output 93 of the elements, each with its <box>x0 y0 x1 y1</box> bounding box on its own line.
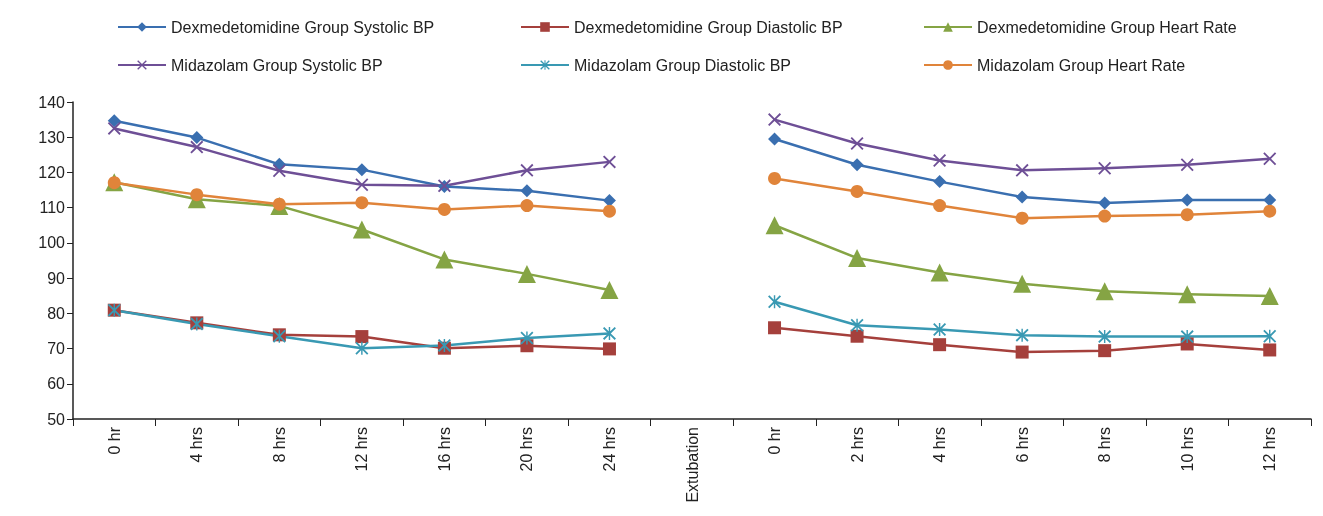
point <box>933 199 947 213</box>
x-tick-label: 12 hrs <box>353 427 371 472</box>
point <box>1015 328 1029 342</box>
point <box>1013 274 1032 293</box>
point <box>850 158 864 172</box>
point <box>1180 208 1194 222</box>
point <box>190 131 204 145</box>
point <box>768 171 782 185</box>
point <box>1015 211 1029 225</box>
x-tick-label: 20 hrs <box>518 427 536 472</box>
point <box>768 113 782 127</box>
point <box>1095 282 1114 301</box>
x-tick-label: 10 hrs <box>1178 427 1196 472</box>
x-tick-label: 4 hrs <box>188 427 206 463</box>
point <box>602 342 616 356</box>
point <box>850 318 864 332</box>
point <box>1180 158 1194 172</box>
point <box>437 202 451 216</box>
x-tick-label: 2 hrs <box>848 427 866 463</box>
x-tick-label: 8 hrs <box>1096 427 1114 463</box>
point <box>850 329 864 343</box>
x-tick-label: 8 hrs <box>270 427 288 463</box>
point <box>107 114 121 128</box>
point <box>1180 193 1194 207</box>
point <box>517 264 536 283</box>
point <box>107 121 121 135</box>
point <box>768 295 782 309</box>
point <box>435 250 454 269</box>
point <box>850 184 864 198</box>
x-tick-label: 0 hr <box>105 426 123 455</box>
point <box>848 249 867 268</box>
point <box>355 341 369 355</box>
point <box>520 184 534 198</box>
point <box>1180 330 1194 344</box>
point <box>520 163 534 177</box>
point <box>1098 196 1112 210</box>
point <box>190 188 204 202</box>
point <box>355 163 369 177</box>
legend-label: Dexmedetomidine Group Heart Rate <box>977 18 1237 36</box>
point <box>520 331 534 345</box>
y-tick-label: 100 <box>38 234 66 252</box>
point <box>1098 330 1112 344</box>
point <box>1098 161 1112 175</box>
point <box>355 178 369 192</box>
x-tick-label: Extubation <box>683 427 701 503</box>
point <box>765 216 784 235</box>
point <box>272 164 286 178</box>
point <box>768 321 782 335</box>
point <box>602 326 616 340</box>
point <box>933 323 947 337</box>
point <box>768 132 782 146</box>
x-tick-label: 4 hrs <box>931 427 949 463</box>
point <box>1015 163 1029 177</box>
point <box>355 330 369 344</box>
x-tick-label: 0 hr <box>766 426 784 455</box>
point <box>190 140 204 154</box>
y-tick-label: 110 <box>39 199 66 217</box>
point <box>1263 204 1277 218</box>
legend-label: Midazolam Group Systolic BP <box>171 56 383 74</box>
point <box>933 153 947 167</box>
point <box>600 281 619 300</box>
point <box>933 338 947 352</box>
x-tick-label: 6 hrs <box>1013 427 1031 463</box>
point <box>1098 344 1112 358</box>
point <box>602 204 616 218</box>
y-tick-label: 120 <box>38 163 66 181</box>
point <box>1263 193 1277 207</box>
legend-label: Midazolam Group Diastolic BP <box>574 56 791 74</box>
x-tick-label: 12 hrs <box>1261 427 1279 472</box>
legend-label: Midazolam Group Heart Rate <box>977 56 1186 74</box>
point <box>352 220 371 239</box>
point <box>1263 152 1277 166</box>
x-tick-label: 16 hrs <box>435 427 453 472</box>
point <box>355 196 369 210</box>
point <box>520 199 534 213</box>
y-tick-label: 130 <box>38 128 66 146</box>
x-tick-label: 24 hrs <box>600 427 618 472</box>
point <box>1098 209 1112 223</box>
y-tick-label: 80 <box>47 304 66 322</box>
y-tick-label: 60 <box>47 375 66 393</box>
y-tick-label: 70 <box>47 340 66 358</box>
point <box>933 175 947 189</box>
point <box>930 263 949 282</box>
y-tick-label: 90 <box>47 269 66 287</box>
point <box>1015 345 1029 359</box>
legend-label: Dexmedetomidine Group Systolic BP <box>171 18 435 36</box>
y-tick-label: 50 <box>47 410 66 428</box>
legend-label: Dexmedetomidine Group Diastolic BP <box>574 18 843 36</box>
point <box>1178 285 1197 304</box>
point <box>1260 287 1279 306</box>
point <box>1263 343 1277 357</box>
point <box>1015 190 1029 204</box>
y-tick-label: 140 <box>38 93 66 111</box>
